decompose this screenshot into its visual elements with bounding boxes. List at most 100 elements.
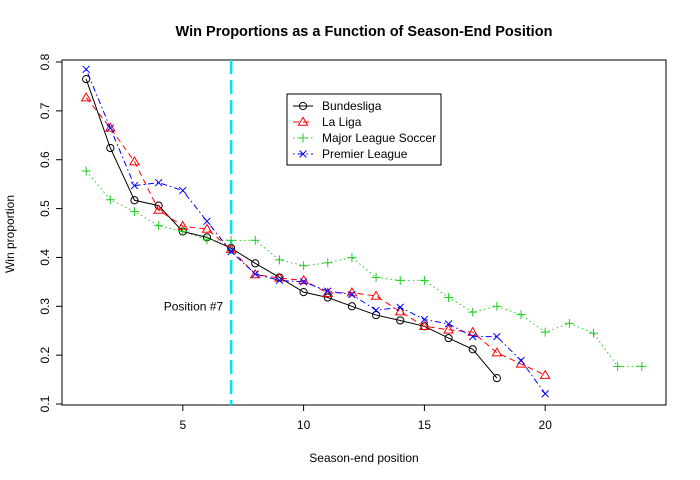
series-group: [80, 65, 647, 398]
legend-label-bundesliga: Bundesliga: [322, 99, 382, 113]
data-point-major-league-soccer: [637, 361, 647, 371]
data-point-major-league-soccer: [323, 258, 333, 268]
data-point-major-league-soccer: [540, 327, 550, 337]
x-tick-label: 10: [297, 418, 311, 432]
data-point-bundesliga: [492, 374, 501, 383]
y-tick-label: 0.1: [38, 395, 52, 412]
data-point-premier-league: [348, 290, 356, 299]
y-tick-label: 0.6: [38, 151, 52, 168]
y-tick-label: 0.4: [38, 249, 52, 266]
data-point-premier-league: [227, 247, 235, 256]
data-point-major-league-soccer: [105, 195, 115, 205]
data-point-premier-league: [493, 332, 501, 341]
data-point-major-league-soccer: [81, 166, 91, 176]
data-point-premier-league: [251, 270, 260, 278]
legend-label-la-liga: La Liga: [322, 115, 362, 129]
legend-marker-la-liga: [297, 116, 309, 126]
x-tick-label: 20: [539, 418, 553, 432]
data-point-premier-league: [106, 124, 115, 132]
data-point-premier-league: [517, 356, 525, 365]
data-point-la-liga: [418, 320, 430, 331]
data-point-major-league-soccer: [444, 292, 454, 302]
y-tick-label: 0.3: [38, 298, 52, 315]
data-point-premier-league: [275, 276, 284, 285]
data-point-major-league-soccer: [274, 255, 284, 265]
legend: Bundesliga La Liga Major League Soccer Prem…: [286, 93, 442, 166]
data-point-major-league-soccer: [516, 310, 526, 320]
data-point-la-liga: [394, 306, 406, 316]
data-point-bundesliga: [371, 310, 381, 320]
series-premier-league: [82, 65, 549, 398]
data-point-bundesliga: [323, 293, 332, 302]
data-point-la-liga: [322, 287, 334, 297]
legend-marker-premier-league: [299, 150, 307, 158]
data-point-bundesliga: [396, 316, 405, 325]
plot-frame: [61, 59, 667, 406]
legend-label-premier-league: Premier League: [322, 147, 408, 161]
y-tick-label: 0.2: [38, 346, 52, 363]
series-line-major-league-soccer: [85, 170, 642, 367]
series-line-la-liga: [85, 97, 546, 376]
data-point-bundesliga: [299, 288, 308, 297]
chart-title: Win Proportions as a Function of Season-…: [176, 24, 553, 40]
series-major-league-soccer: [81, 166, 647, 371]
legend-marker-major-league-soccer: [298, 133, 308, 143]
data-point-major-league-soccer: [564, 318, 574, 328]
data-point-premier-league: [541, 389, 549, 398]
data-point-bundesliga: [468, 345, 477, 354]
legend-label-major-league-soccer: Major League Soccer: [322, 131, 436, 145]
axes: 5 10 15 20 0.1 0.2 0.3 0.4 0.5 0.6 0.7 0.8: [38, 53, 552, 432]
x-tick-label: 15: [418, 418, 432, 432]
data-point-la-liga: [370, 290, 382, 300]
reference-line-label: Position #7: [164, 299, 224, 313]
data-point-major-league-soccer: [589, 328, 599, 338]
x-axis-label: Season-end position: [309, 451, 418, 465]
data-point-la-liga: [443, 324, 455, 334]
data-point-la-liga: [104, 122, 116, 132]
data-point-major-league-soccer: [347, 252, 357, 262]
data-point-bundesliga: [347, 302, 357, 311]
data-point-la-liga: [273, 272, 285, 282]
data-point-la-liga: [80, 92, 92, 102]
data-point-premier-league: [444, 320, 453, 328]
data-point-major-league-soccer: [395, 275, 405, 285]
data-point-la-liga: [539, 369, 551, 379]
data-point-la-liga: [467, 326, 479, 336]
data-point-major-league-soccer: [613, 361, 623, 371]
y-tick-label: 0.7: [38, 102, 52, 119]
data-point-premier-league: [372, 306, 380, 314]
data-point-premier-league: [420, 315, 429, 324]
data-point-major-league-soccer: [492, 301, 502, 311]
data-point-premier-league: [130, 181, 139, 190]
data-point-major-league-soccer: [250, 235, 260, 245]
data-point-premier-league: [468, 332, 477, 341]
data-point-premier-league: [82, 65, 90, 74]
data-point-la-liga: [491, 347, 503, 357]
legend-marker-bundesliga: [298, 101, 308, 111]
y-tick-label: 0.8: [38, 53, 52, 70]
data-point-la-liga: [249, 268, 261, 279]
data-point-major-league-soccer: [419, 275, 429, 285]
data-point-major-league-soccer: [371, 272, 381, 282]
series-line-premier-league: [85, 69, 546, 395]
data-point-bundesliga: [251, 259, 260, 268]
data-point-premier-league: [396, 303, 404, 312]
data-point-premier-league: [324, 287, 332, 295]
data-point-bundesliga: [130, 196, 139, 205]
data-point-major-league-soccer: [226, 235, 236, 245]
data-point-premier-league: [154, 178, 163, 187]
x-tick-label: 5: [179, 418, 186, 432]
data-point-major-league-soccer: [299, 261, 309, 271]
y-axis-label: Win proportion: [3, 195, 17, 273]
data-point-la-liga: [153, 204, 165, 214]
data-point-premier-league: [299, 278, 308, 286]
data-point-premier-league: [179, 186, 187, 195]
y-tick-label: 0.5: [38, 200, 52, 217]
data-point-la-liga: [129, 156, 140, 166]
data-point-major-league-soccer: [129, 207, 139, 217]
data-point-premier-league: [203, 217, 211, 226]
data-point-la-liga: [201, 223, 213, 233]
data-point-bundesliga: [444, 333, 453, 343]
data-point-major-league-soccer: [178, 227, 188, 237]
